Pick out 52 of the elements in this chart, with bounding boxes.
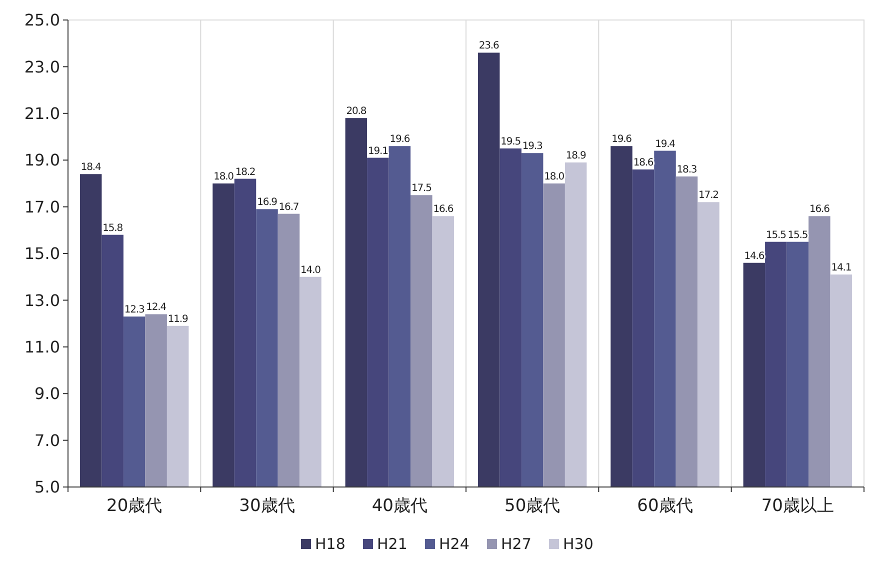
data-label: 18.2: [235, 166, 256, 178]
legend-label: H27: [501, 535, 532, 553]
y-tick-label: 7.0: [34, 430, 60, 450]
data-label: 23.6: [478, 40, 499, 52]
y-tick-label: 15.0: [24, 244, 60, 264]
legend-label: H30: [563, 535, 594, 553]
data-label: 16.7: [278, 202, 299, 213]
data-label: 18.6: [633, 157, 654, 168]
y-tick-label: 11.0: [24, 338, 60, 356]
x-tick-label: 50歳代: [504, 496, 560, 516]
y-tick-label: 19.0: [24, 150, 60, 170]
data-label: 19.5: [500, 136, 521, 148]
data-label: 18.4: [80, 162, 101, 174]
data-label: 16.9: [257, 197, 278, 208]
x-tick-label: 30歳代: [239, 496, 295, 516]
x-tick-label: 20歳代: [106, 496, 162, 516]
data-label: 19.3: [522, 141, 542, 152]
data-label: 17.5: [411, 183, 432, 194]
y-tick-label: 17.0: [24, 197, 60, 216]
legend-label: H21: [377, 535, 408, 553]
data-label: 12.3: [124, 304, 144, 316]
y-tick-label: 9.0: [34, 384, 60, 404]
data-label: 18.3: [676, 164, 697, 176]
data-label: 15.5: [766, 230, 786, 241]
data-label: 14.0: [300, 264, 321, 276]
y-tick-label: 13.0: [24, 290, 60, 310]
data-label: 18.0: [544, 171, 564, 182]
data-label: 16.6: [433, 204, 454, 216]
data-label: 14.6: [744, 250, 764, 262]
data-label: 15.8: [102, 222, 123, 234]
data-label: 18.9: [566, 150, 586, 162]
y-tick-label: 25.0: [24, 10, 60, 30]
data-label: 17.2: [698, 190, 719, 202]
x-tick-label: 60歳代: [637, 496, 693, 516]
data-label: 15.5: [788, 230, 808, 241]
data-label: 19.6: [390, 134, 410, 146]
y-tick-label: 5.0: [34, 478, 60, 497]
data-label: 18.0: [214, 171, 234, 182]
data-label: 11.9: [168, 314, 188, 325]
y-tick-label: 21.0: [24, 104, 60, 123]
data-label: 19.1: [368, 146, 388, 157]
data-label: 19.4: [655, 138, 676, 150]
legend-label: H24: [439, 535, 470, 553]
x-tick-label: 70歳以上: [761, 496, 834, 516]
legend-label: H18: [315, 535, 346, 553]
y-tick-label: 23.0: [24, 57, 60, 76]
x-tick-label: 40歳代: [372, 496, 428, 516]
data-label: 20.8: [346, 106, 366, 118]
data-label: 19.6: [612, 134, 632, 146]
data-label: 12.4: [146, 302, 166, 314]
data-label: 14.1: [831, 262, 852, 274]
data-label: 16.6: [809, 204, 830, 216]
